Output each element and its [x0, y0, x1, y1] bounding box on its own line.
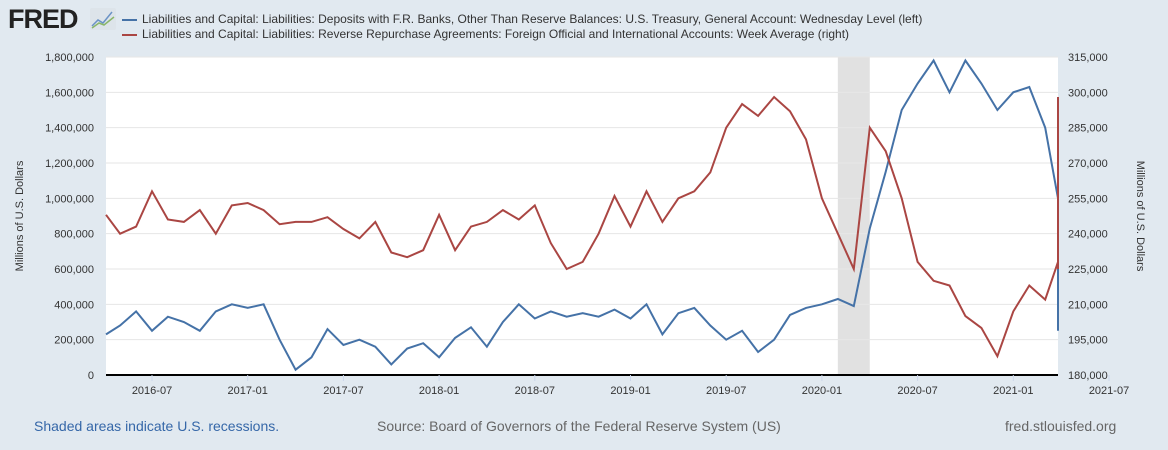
left-tick-label: 800,000 [54, 229, 94, 241]
right-tick-label: 210,000 [1068, 299, 1108, 311]
x-tick-label: 2020-07 [897, 385, 937, 397]
x-tick-label: 2021-01 [993, 385, 1033, 397]
right-tick-label: 315,000 [1068, 52, 1108, 64]
left-tick-label: 0 [88, 370, 94, 382]
left-tick-label: 600,000 [54, 264, 94, 276]
source-text: Source: Board of Governors of the Federa… [377, 418, 781, 434]
left-tick-label: 200,000 [54, 335, 94, 347]
legend-item-treasury: Liabilities and Capital: Liabilities: De… [122, 12, 922, 26]
left-tick-label: 1,200,000 [45, 158, 94, 170]
logo-graph-icon [90, 8, 116, 30]
x-tick-label: 2021-07 [1089, 385, 1129, 397]
fred-logo[interactable]: FRED [8, 4, 78, 34]
right-tick-label: 240,000 [1068, 229, 1108, 241]
right-tick-label: 255,000 [1068, 193, 1108, 205]
plot-area [106, 57, 1058, 375]
right-tick-label: 225,000 [1068, 264, 1108, 276]
x-tick-label: 2020-01 [802, 385, 842, 397]
x-tick-label: 2019-01 [610, 385, 650, 397]
left-tick-label: 400,000 [54, 299, 94, 311]
right-tick-label: 180,000 [1068, 370, 1108, 382]
left-axis-title: Millions of U.S. Dollars [14, 160, 26, 271]
x-tick-label: 2018-01 [419, 385, 459, 397]
x-tick-label: 2017-01 [228, 385, 268, 397]
right-tick-label: 195,000 [1068, 335, 1108, 347]
recession-shade [837, 57, 870, 375]
legend-item-reverse-repo: Liabilities and Capital: Liabilities: Re… [122, 27, 849, 41]
legend-label: Liabilities and Capital: Liabilities: Re… [142, 27, 850, 41]
right-tick-label: 300,000 [1068, 87, 1108, 99]
x-tick-label: 2016-07 [132, 385, 172, 397]
left-tick-label: 1,400,000 [45, 123, 94, 135]
site-url: fred.stlouisfed.org [1005, 418, 1117, 434]
x-tick-label: 2019-07 [706, 385, 746, 397]
legend-label: Liabilities and Capital: Liabilities: De… [142, 12, 923, 26]
left-tick-label: 1,000,000 [45, 193, 94, 205]
left-tick-label: 1,600,000 [45, 87, 94, 99]
x-tick-label: 2017-07 [323, 385, 363, 397]
right-tick-label: 270,000 [1068, 158, 1108, 170]
right-axis-title: Millions of U.S. Dollars [1134, 161, 1146, 272]
recession-note-link[interactable]: Shaded areas indicate U.S. recessions. [34, 418, 280, 434]
left-tick-label: 1,800,000 [45, 52, 94, 64]
right-tick-label: 285,000 [1068, 123, 1108, 135]
x-tick-label: 2018-07 [515, 385, 555, 397]
